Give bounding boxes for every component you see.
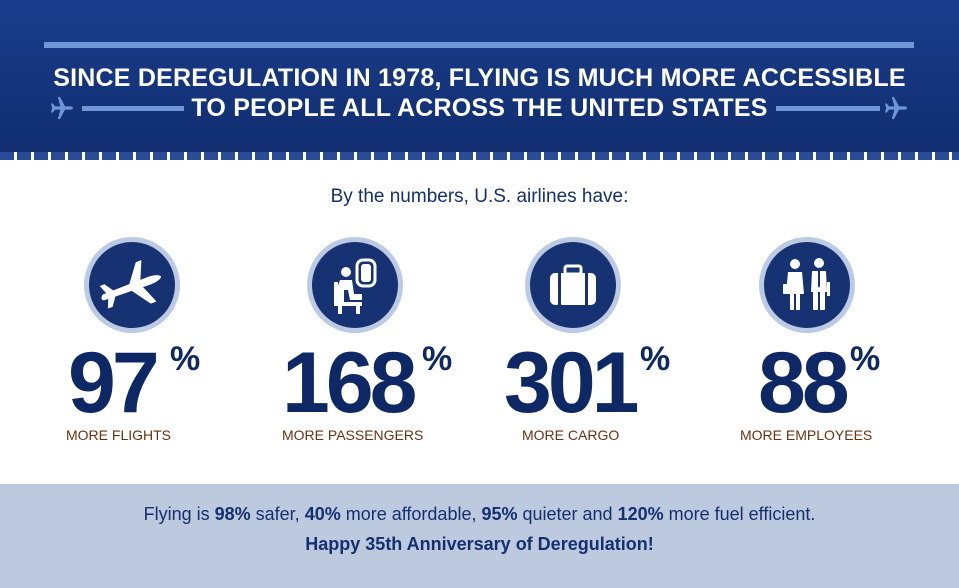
header-left-rule <box>82 106 184 111</box>
header-dashed-border <box>0 152 959 160</box>
header-banner: SINCE DEREGULATION IN 1978, FLYING IS MU… <box>0 0 959 160</box>
footer-highlight: 98% <box>214 504 251 524</box>
footer-facts: Flying is 98% safer, 40% more affordable… <box>0 504 959 525</box>
footer-text: safer, <box>250 504 305 524</box>
flight-crew-icon <box>764 242 850 328</box>
footer-text: more fuel efficient. <box>663 504 816 524</box>
stat-unit: % <box>640 340 671 378</box>
header-right-rule <box>776 106 880 111</box>
stat-label: MORE EMPLOYEES <box>740 427 873 443</box>
footer-highlight: 120% <box>617 504 664 524</box>
stat-label: MORE FLIGHTS <box>66 427 172 443</box>
stat-unit: % <box>850 340 881 378</box>
header-top-rule <box>44 42 914 48</box>
airplane-icon <box>89 242 175 328</box>
footer-anniversary: Happy 35th Anniversary of Deregulation! <box>305 534 654 554</box>
stat-unit: % <box>170 340 201 378</box>
footer-highlight: 40% <box>304 504 341 524</box>
stat-label: MORE CARGO <box>522 427 620 443</box>
stat-unit: % <box>422 340 453 378</box>
stat-value: 88 <box>758 335 850 431</box>
header-title-line-2: TO PEOPLE ALL ACROSS THE UNITED STATES <box>191 94 768 122</box>
footer-text: Flying is <box>143 504 215 524</box>
footer-highlight: 95% <box>481 504 518 524</box>
seated-passenger-icon <box>312 242 398 328</box>
airplane-icon <box>51 97 73 119</box>
subtitle: By the numbers, U.S. airlines have: <box>330 186 629 207</box>
header-title-line-1: SINCE DEREGULATION IN 1978, FLYING IS MU… <box>53 64 906 92</box>
stat-value: 301 <box>504 335 639 431</box>
stat-label: MORE PASSENGERS <box>282 427 424 443</box>
airplane-icon <box>885 97 907 119</box>
footer-text: more affordable, <box>340 504 482 524</box>
suitcase-icon <box>530 242 616 328</box>
footer-band: Flying is 98% safer, 40% more affordable… <box>0 484 959 588</box>
footer-text: quieter and <box>517 504 618 524</box>
stat-value: 97 <box>68 335 160 431</box>
stat-value: 168 <box>282 335 417 431</box>
